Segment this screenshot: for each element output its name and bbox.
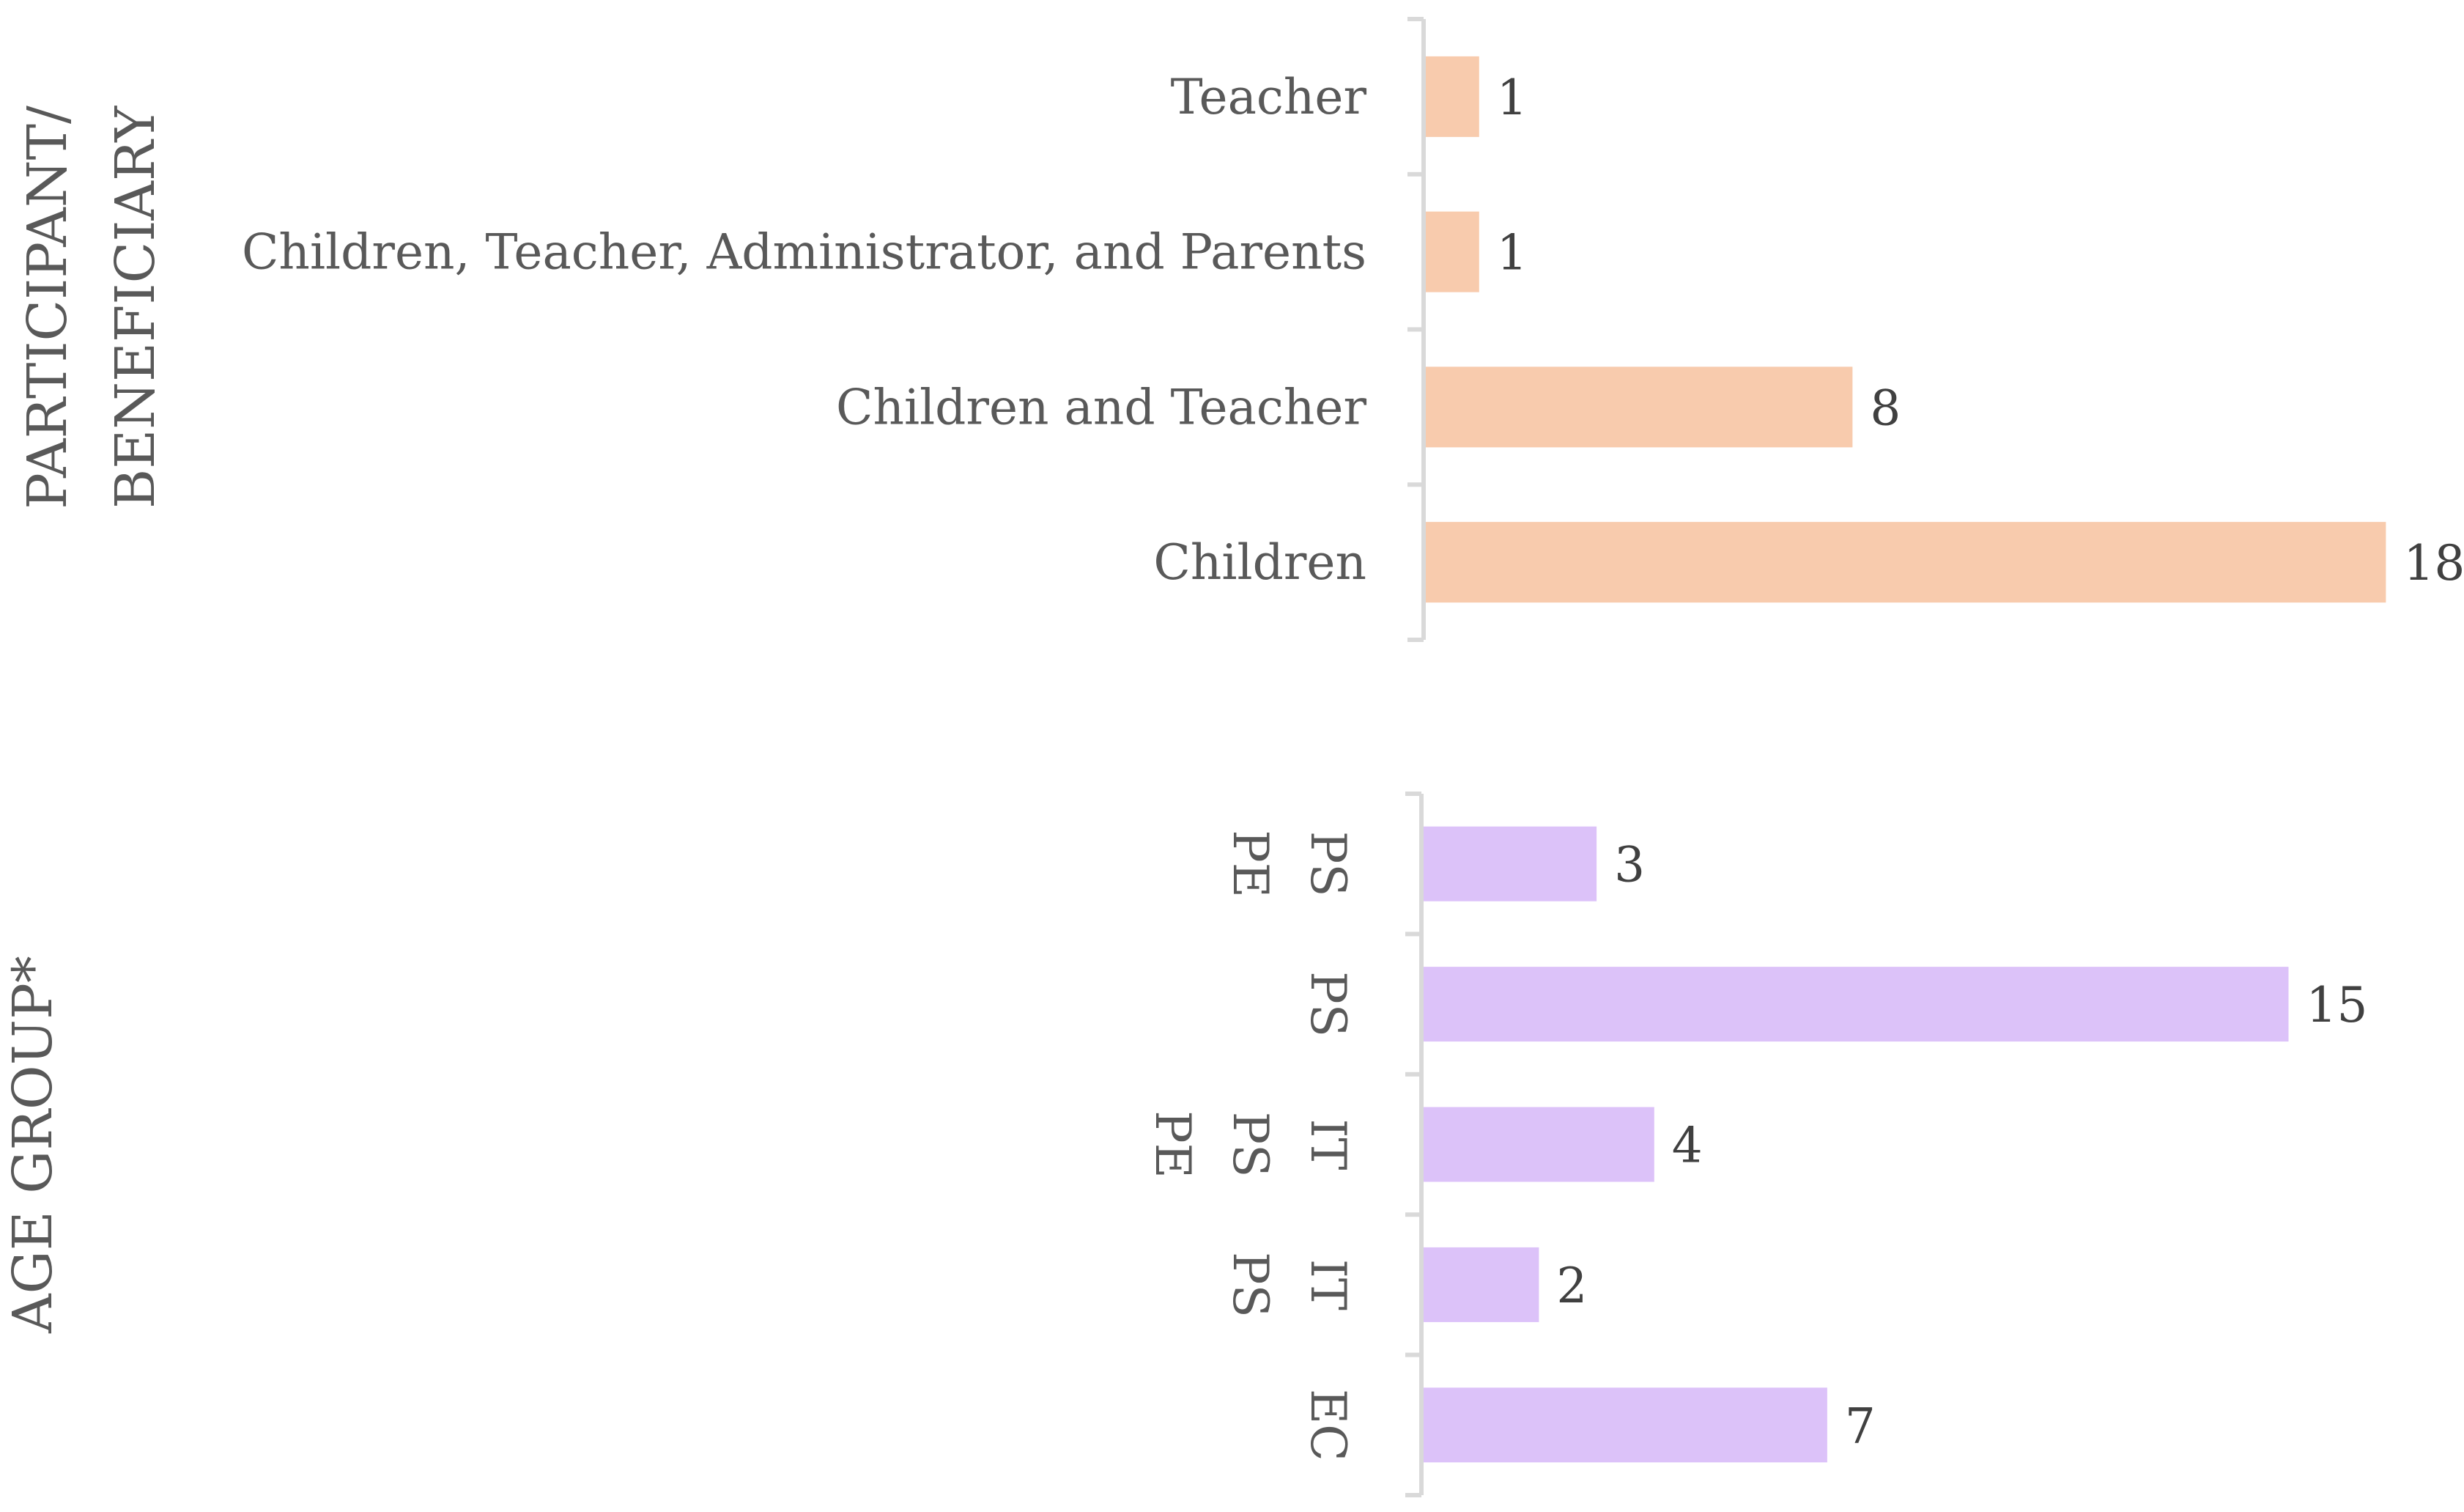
bar — [1426, 211, 1479, 292]
data-label: 18 — [2403, 535, 2464, 591]
participant-beneficiary-panel: 1 Teacher 1 Children, Teacher, Administrato… — [16, 17, 2464, 642]
data-label: 1 — [1497, 225, 1528, 281]
bar — [1424, 967, 2289, 1042]
axis-title: PARTICIPANT/ — [16, 106, 79, 509]
bar — [1424, 1247, 1539, 1322]
bar — [1424, 1107, 1654, 1182]
category-label: Children — [1153, 534, 1366, 591]
category-label: PS — [1222, 1112, 1279, 1178]
data-label: 7 — [1845, 1398, 1876, 1454]
axis-title: AGE GROUP* — [1, 956, 64, 1334]
bar — [1426, 522, 2386, 603]
data-label: 8 — [1870, 380, 1901, 436]
category-label: Teacher — [1171, 69, 1367, 125]
bar — [1426, 56, 1479, 137]
category-label: Children and Teacher — [836, 379, 1366, 435]
category-label: IT — [1300, 1118, 1356, 1170]
category-label: PS — [1300, 971, 1356, 1037]
bar — [1424, 826, 1597, 901]
data-label: 15 — [2306, 977, 2368, 1033]
bar — [1424, 1387, 1827, 1463]
data-label: 4 — [1672, 1118, 1703, 1174]
age-group-panel: 3 PS PE 15 PS 4 IT PS PE 2 IT PS 7 EC AGE GROUP* — [1, 792, 2368, 1497]
data-label: 2 — [1556, 1258, 1587, 1314]
data-label: 3 — [1614, 837, 1645, 893]
category-label: Children, Teacher, Administrator, and Pa… — [242, 224, 1366, 281]
category-label: PE — [1222, 830, 1279, 898]
category-label: IT — [1300, 1259, 1356, 1310]
category-label: PS — [1222, 1252, 1279, 1318]
category-label: EC — [1300, 1389, 1356, 1461]
axis-title: BENEFICIARY — [104, 106, 167, 509]
category-label: PS — [1300, 831, 1356, 897]
category-label: PE — [1144, 1110, 1201, 1179]
bar — [1426, 366, 1853, 448]
data-label: 1 — [1497, 70, 1528, 126]
